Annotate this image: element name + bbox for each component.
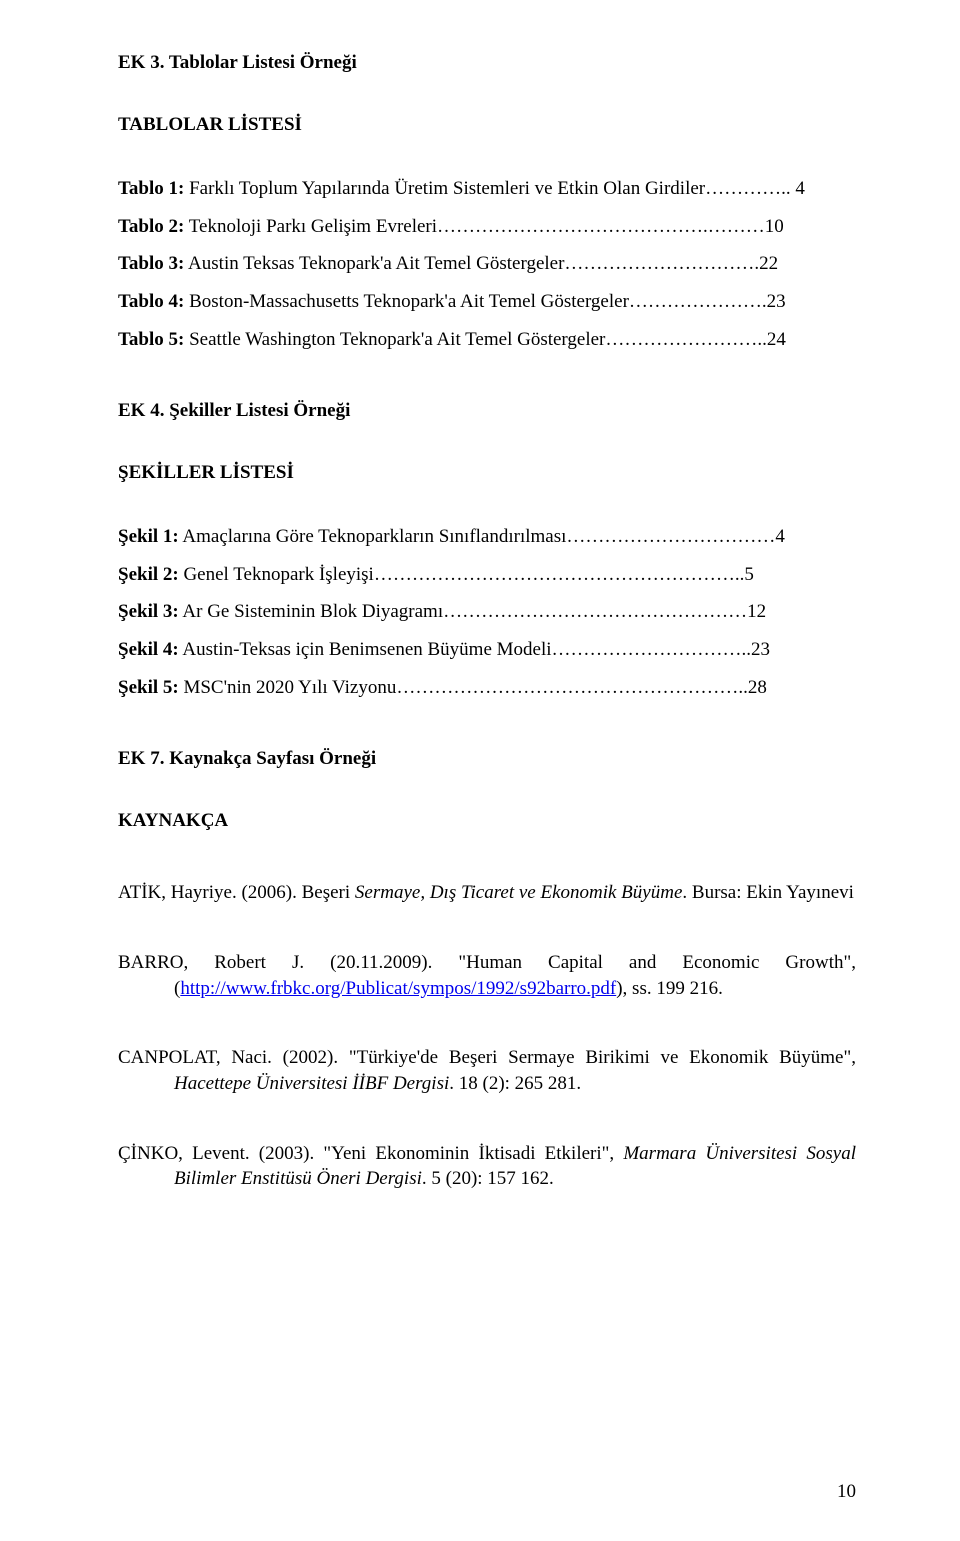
ek7-title: KAYNAKÇA — [118, 810, 856, 832]
list-item: Şekil 3: Ar Ge Sisteminin Blok Diyagramı… — [118, 599, 856, 625]
reference-entry: ATİK, Hayriye. (2006). Beşeri Sermaye, D… — [118, 880, 856, 906]
ek4-list: Şekil 1: Amaçlarına Göre Teknoparkların … — [118, 524, 856, 700]
item-label: Şekil 3: — [118, 601, 179, 622]
ref-text-after: . 18 (2): 265 281. — [449, 1073, 581, 1094]
ref-italic: Hacettepe Üniversitesi İİBF Dergisi — [174, 1073, 449, 1094]
ek3-list: Tablo 1: Farklı Toplum Yapılarında Üreti… — [118, 176, 856, 352]
ek4-heading: EK 4. Şekiller Listesi Örneği — [118, 400, 856, 422]
page-number: 10 — [837, 1481, 856, 1503]
ek4-title: ŞEKİLLER LİSTESİ — [118, 462, 856, 484]
item-text: MSC'nin 2020 Yılı Vizyonu………………………………………… — [179, 677, 767, 698]
list-item: Şekil 4: Austin-Teksas için Benimsenen B… — [118, 637, 856, 663]
list-item: Şekil 1: Amaçlarına Göre Teknoparkların … — [118, 524, 856, 550]
reference-entry: ÇİNKO, Levent. (2003). "Yeni Ekonominin … — [118, 1141, 856, 1192]
reference-entry: BARRO, Robert J. (20.11.2009). "Human Ca… — [118, 950, 856, 1001]
list-item: Tablo 2: Teknoloji Parkı Gelişim Evreler… — [118, 214, 856, 240]
item-text: Ar Ge Sisteminin Blok Diyagramı………………………… — [179, 601, 766, 622]
item-label: Şekil 4: — [118, 639, 179, 660]
ref-text-after: . Bursa: Ekin Yayınevi — [682, 882, 854, 903]
list-item: Tablo 3: Austin Teksas Teknopark'a Ait T… — [118, 251, 856, 277]
ref-text-after: . 5 (20): 157 162. — [422, 1168, 554, 1189]
item-text: Teknoloji Parkı Gelişim Evreleri……………………… — [184, 216, 783, 237]
item-label: Şekil 2: — [118, 564, 179, 585]
item-text: Genel Teknopark İşleyişi…………………………………………… — [179, 564, 754, 585]
ref-text-after: ), ss. 199 216. — [616, 978, 723, 999]
item-text: Boston-Massachusetts Teknopark'a Ait Tem… — [184, 291, 785, 312]
ref-text-before: ATİK, Hayriye. (2006). Beşeri — [118, 882, 355, 903]
item-label: Tablo 5: — [118, 329, 184, 350]
ref-text-before: ÇİNKO, Levent. (2003). "Yeni Ekonominin … — [118, 1143, 623, 1164]
item-text: Austin Teksas Teknopark'a Ait Temel Göst… — [184, 253, 778, 274]
item-text: Farklı Toplum Yapılarında Üretim Sisteml… — [184, 178, 805, 199]
item-label: Tablo 3: — [118, 253, 184, 274]
item-text: Austin-Teksas için Benimsenen Büyüme Mod… — [179, 639, 770, 660]
reference-entry: CANPOLAT, Naci. (2002). "Türkiye'de Beşe… — [118, 1045, 856, 1096]
item-label: Tablo 2: — [118, 216, 184, 237]
item-label: Tablo 4: — [118, 291, 184, 312]
ek3-title: TABLOLAR LİSTESİ — [118, 114, 856, 136]
list-item: Şekil 5: MSC'nin 2020 Yılı Vizyonu………………… — [118, 675, 856, 701]
item-text: Amaçlarına Göre Teknoparkların Sınıfland… — [179, 526, 785, 547]
item-text: Seattle Washington Teknopark'a Ait Temel… — [184, 329, 786, 350]
list-item: Tablo 4: Boston-Massachusetts Teknopark'… — [118, 289, 856, 315]
list-item: Tablo 5: Seattle Washington Teknopark'a … — [118, 327, 856, 353]
list-item: Tablo 1: Farklı Toplum Yapılarında Üreti… — [118, 176, 856, 202]
list-item: Şekil 2: Genel Teknopark İşleyişi…………………… — [118, 562, 856, 588]
ek7-heading: EK 7. Kaynakça Sayfası Örneği — [118, 748, 856, 770]
item-label: Şekil 5: — [118, 677, 179, 698]
item-label: Tablo 1: — [118, 178, 184, 199]
item-label: Şekil 1: — [118, 526, 179, 547]
ek3-heading: EK 3. Tablolar Listesi Örneği — [118, 52, 856, 74]
ref-text-before: CANPOLAT, Naci. (2002). "Türkiye'de Beşe… — [118, 1047, 856, 1068]
ref-italic: Sermaye, Dış Ticaret ve Ekonomik Büyüme — [355, 882, 682, 903]
reference-link[interactable]: http://www.frbkc.org/Publicat/sympos/199… — [180, 978, 616, 999]
